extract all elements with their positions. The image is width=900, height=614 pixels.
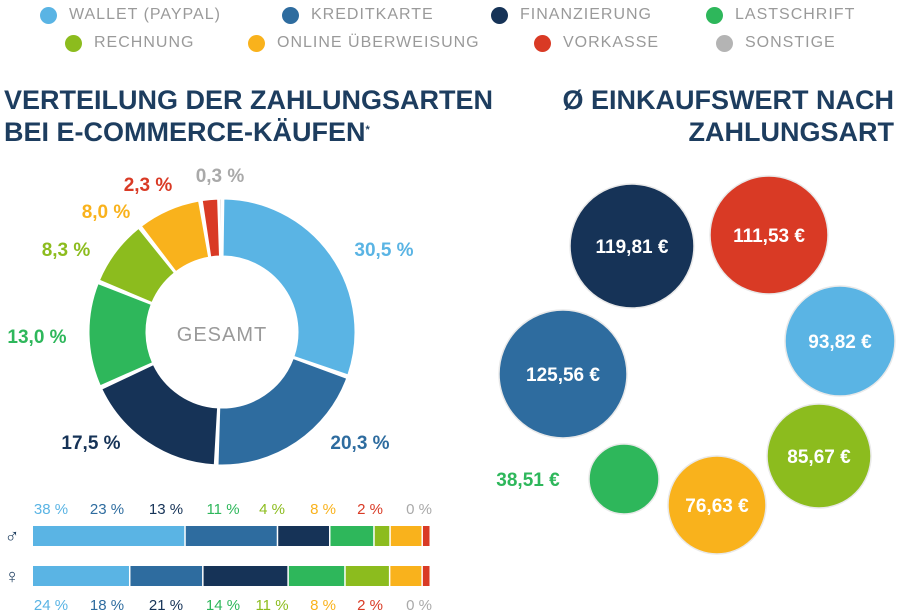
stacked-bar-segment bbox=[33, 526, 185, 546]
legend-swatch bbox=[65, 34, 82, 52]
left-title: VERTEILUNG DER ZAHLUNGSARTEN BEI E-COMME… bbox=[4, 84, 493, 148]
stacked-bar-label: 11 % bbox=[255, 597, 288, 614]
stacked-bar-label: 8 % bbox=[310, 501, 336, 518]
stacked-bar-segment bbox=[390, 526, 422, 546]
legend-item-rechnung: RECHNUNG bbox=[65, 34, 194, 52]
legend-item-lastschrift: LASTSCHRIFT bbox=[706, 6, 855, 24]
legend-item-vorkasse: VORKASSE bbox=[534, 34, 659, 52]
legend-label: KREDITKARTE bbox=[311, 6, 434, 23]
bubble bbox=[588, 443, 660, 515]
donut-slice-label: 20,3 % bbox=[330, 433, 389, 454]
stacked-bar-label: 0 % bbox=[406, 597, 432, 614]
legend-swatch bbox=[716, 34, 733, 52]
bubble bbox=[784, 285, 896, 397]
stacked-bar-label: 0 % bbox=[406, 501, 432, 518]
stacked-bar-segment bbox=[288, 566, 345, 586]
donut-slice-label: 30,5 % bbox=[354, 240, 413, 261]
legend-swatch bbox=[706, 6, 723, 24]
legend-swatch bbox=[282, 6, 299, 24]
donut-slice bbox=[201, 198, 221, 258]
legend-label: SONSTIGE bbox=[745, 34, 836, 51]
footnote-mark: * bbox=[365, 124, 370, 136]
left-title-line2-wrap: BEI E-COMMERCE-KÄUFEN* bbox=[4, 116, 493, 148]
donut-slice-label: 17,5 % bbox=[61, 433, 120, 454]
legend-label: ONLINE ÜBERWEISUNG bbox=[277, 34, 480, 51]
legend-label: WALLET (PAYPAL) bbox=[69, 6, 221, 23]
stacked-bar-segment bbox=[278, 526, 329, 546]
bubble-label: 38,51 € bbox=[496, 470, 560, 491]
bubble bbox=[766, 403, 872, 509]
legend-item-online-ueberweisung: ONLINE ÜBERWEISUNG bbox=[248, 34, 480, 52]
donut-slice-label: 8,3 % bbox=[42, 240, 91, 261]
bubble bbox=[498, 309, 628, 439]
legend-label: VORKASSE bbox=[563, 34, 660, 51]
stacked-bar-segment bbox=[422, 526, 430, 546]
stacked-bar-segment bbox=[203, 566, 288, 586]
stacked-bar-label: 2 % bbox=[357, 501, 383, 518]
donut-slice bbox=[101, 363, 219, 466]
stacked-bar-label: 4 % bbox=[259, 501, 285, 518]
bubble-label: 119,81 € bbox=[596, 237, 669, 258]
donut-slice-label: 13,0 % bbox=[7, 327, 66, 348]
donut-slice bbox=[88, 283, 154, 387]
legend-item-sonstige: SONSTIGE bbox=[716, 34, 836, 52]
stacked-bar-segment bbox=[185, 526, 277, 546]
stacked-bar-label: 14 % bbox=[206, 597, 240, 614]
bubble-label: 125,56 € bbox=[526, 365, 600, 386]
legend-item-wallet: WALLET (PAYPAL) bbox=[40, 6, 221, 24]
bubble bbox=[569, 183, 695, 309]
left-title-line1: VERTEILUNG DER ZAHLUNGSARTEN bbox=[4, 85, 494, 115]
stacked-bar-segment bbox=[345, 566, 389, 586]
bubble-label: 111,53 € bbox=[733, 226, 805, 247]
stacked-bar-segment bbox=[390, 566, 422, 586]
legend-swatch bbox=[491, 6, 508, 24]
stacked-bar-label: 23 % bbox=[90, 501, 124, 518]
donut-slice bbox=[219, 198, 223, 257]
donut-slice-label: 2,3 % bbox=[124, 175, 173, 196]
legend-item-finanzierung: FINANZIERUNG bbox=[491, 6, 652, 24]
stacked-bar-label: 38 % bbox=[34, 501, 68, 518]
stacked-bar-label: 24 % bbox=[34, 597, 68, 614]
donut-slice bbox=[217, 357, 348, 466]
stacked-bar-segment bbox=[422, 566, 430, 586]
bubble-label: 85,67 € bbox=[787, 447, 851, 468]
donut-slice bbox=[140, 200, 210, 273]
legend: WALLET (PAYPAL) KREDITKARTE FINANZIERUNG… bbox=[0, 0, 900, 60]
gender-symbol-icon: ♂ bbox=[5, 526, 20, 548]
bubble-label: 76,63 € bbox=[685, 496, 749, 517]
donut-slice-label: 0,3 % bbox=[196, 166, 245, 187]
stacked-bar-label: 18 % bbox=[90, 597, 124, 614]
legend-swatch bbox=[248, 34, 265, 52]
donut-center-label: GESAMT bbox=[177, 324, 267, 346]
legend-swatch bbox=[534, 34, 551, 52]
bubble-label: 93,82 € bbox=[808, 332, 872, 353]
stacked-bar-label: 11 % bbox=[206, 501, 239, 518]
right-title-line1: Ø EINKAUFSWERT NACH bbox=[562, 85, 895, 115]
legend-label: RECHNUNG bbox=[94, 34, 195, 51]
stacked-bar-label: 8 % bbox=[310, 597, 336, 614]
legend-label: FINANZIERUNG bbox=[520, 6, 652, 23]
donut-slice bbox=[222, 198, 356, 376]
stacked-bar-segment bbox=[130, 566, 203, 586]
donut-slice bbox=[98, 227, 175, 304]
right-title-line2: ZAHLUNGSART bbox=[688, 117, 894, 147]
bubble bbox=[709, 175, 829, 295]
left-title-line2: BEI E-COMMERCE-KÄUFEN bbox=[4, 117, 366, 147]
legend-item-kreditkarte: KREDITKARTE bbox=[282, 6, 434, 24]
gender-symbol-icon: ♀ bbox=[5, 566, 20, 588]
stacked-bar-segment bbox=[330, 526, 374, 546]
legend-label: LASTSCHRIFT bbox=[735, 6, 856, 23]
stacked-bar-label: 2 % bbox=[357, 597, 383, 614]
donut-slice-label: 8,0 % bbox=[82, 202, 131, 223]
stacked-bar-label: 21 % bbox=[149, 597, 183, 614]
legend-swatch bbox=[40, 6, 57, 24]
bubble bbox=[667, 455, 767, 555]
right-title: Ø EINKAUFSWERT NACH ZAHLUNGSART bbox=[563, 84, 895, 148]
stacked-bar-label: 13 % bbox=[149, 501, 183, 518]
stacked-bar-segment bbox=[374, 526, 390, 546]
stacked-bar-segment bbox=[33, 566, 129, 586]
